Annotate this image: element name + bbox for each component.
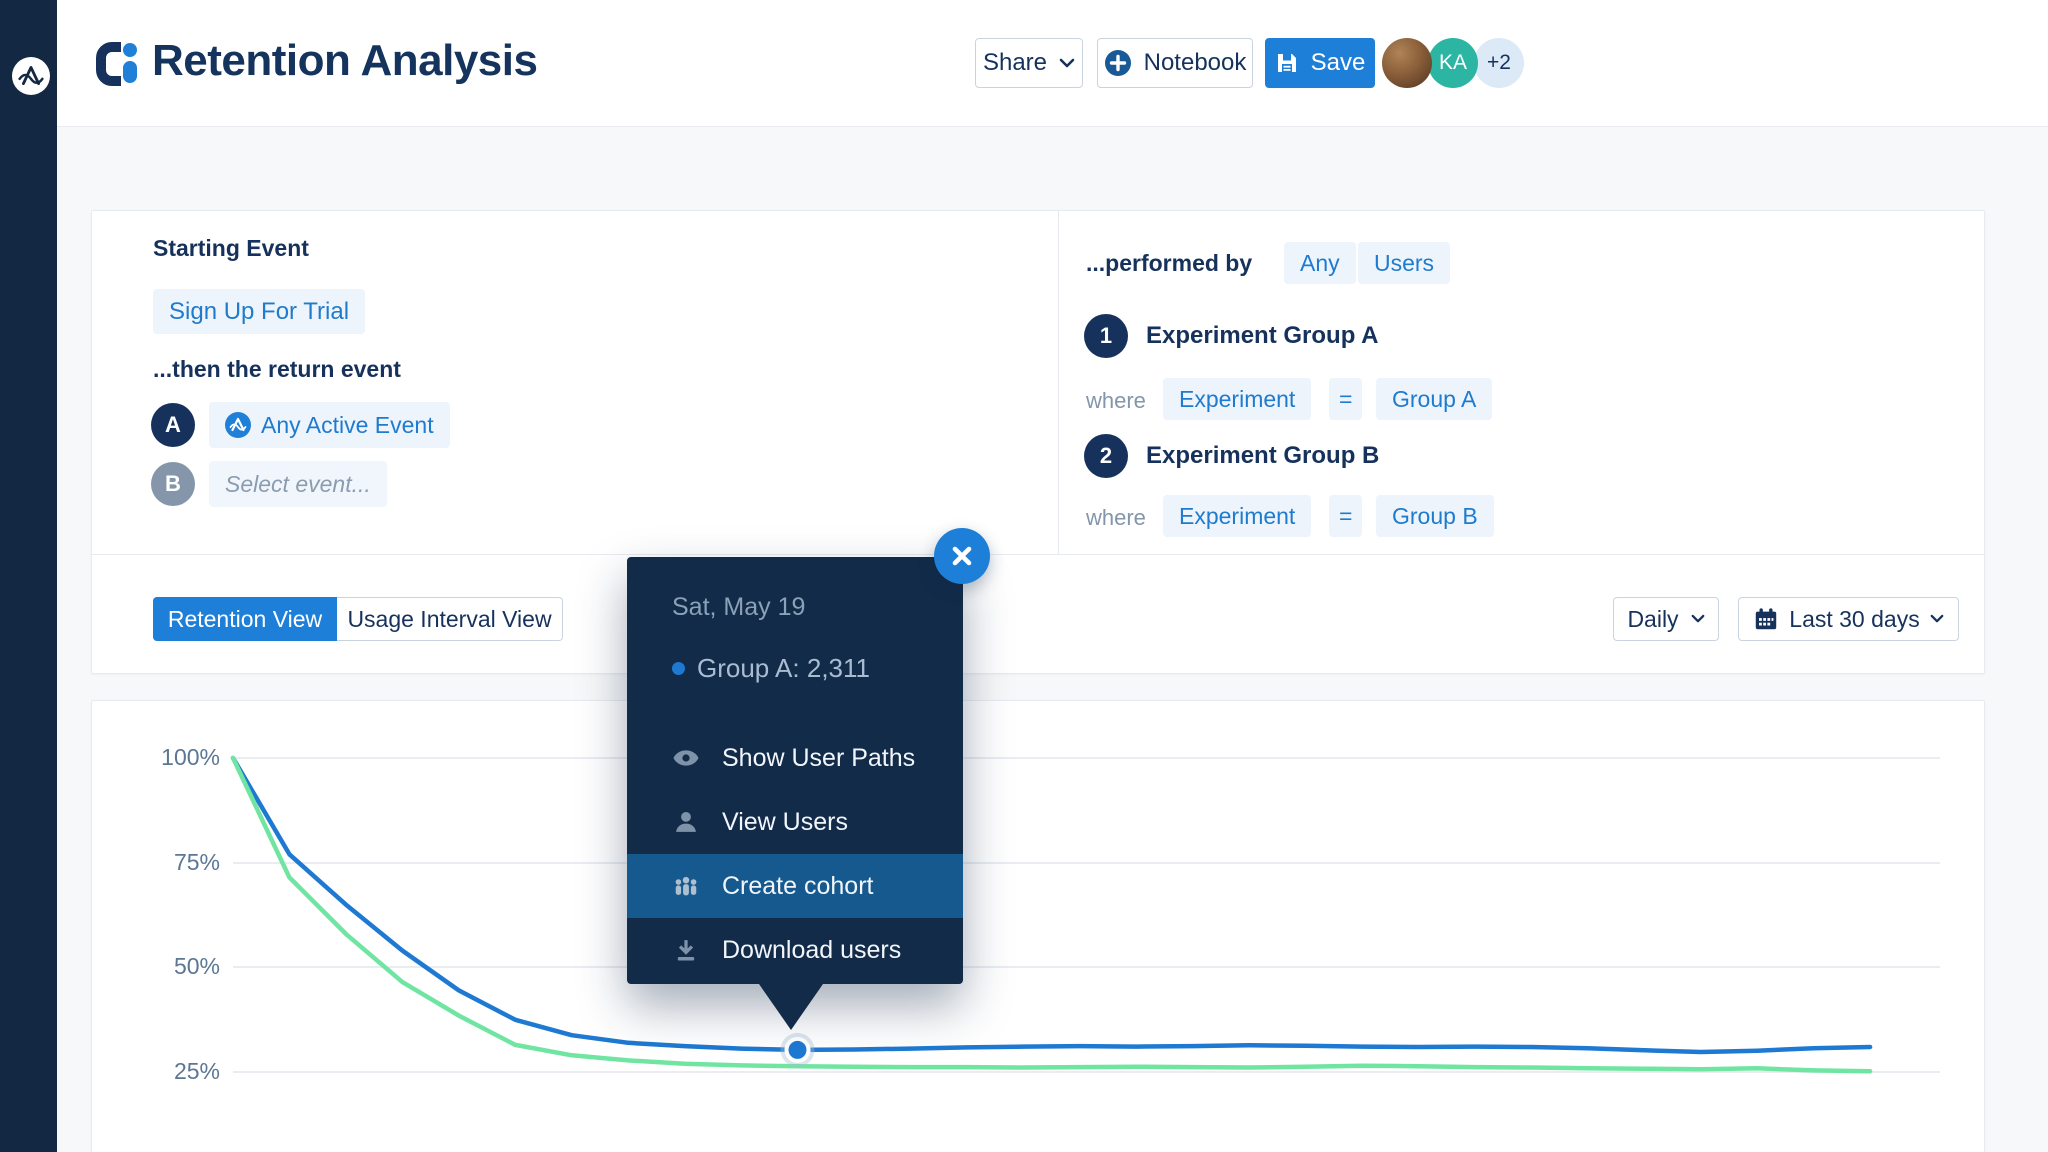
tooltip-date: Sat, May 19	[672, 593, 806, 621]
menu-item-download-users[interactable]: Download users	[627, 918, 963, 982]
starting-event-label: Starting Event	[153, 235, 309, 261]
menu-item-label: View Users	[722, 807, 848, 836]
group-1-name: Experiment Group A	[1146, 322, 1379, 349]
performed-by-users-pill[interactable]: Users	[1358, 242, 1451, 284]
group-1-property-pill[interactable]: Experiment	[1163, 378, 1312, 420]
event-badge-b: B	[151, 462, 195, 506]
calendar-icon	[1753, 606, 1779, 632]
chevron-down-icon	[1691, 614, 1705, 624]
y-tick-100: 100%	[161, 744, 220, 770]
performed-by-label: ...performed by	[1086, 250, 1253, 276]
share-button[interactable]: Share	[975, 38, 1083, 88]
datapoint-tooltip: Sat, May 19 Group A: 2,311 Show User Pat…	[627, 557, 963, 1030]
event-pill-any-active[interactable]: Any Active Event	[209, 402, 450, 448]
group-1-badge: 1	[1084, 314, 1128, 358]
save-button[interactable]: Save	[1265, 38, 1375, 88]
download-icon	[672, 936, 700, 964]
close-icon	[950, 544, 974, 568]
avatar-photo[interactable]	[1382, 38, 1432, 88]
avatar-overflow[interactable]: +2	[1474, 38, 1524, 88]
builder-horizontal-divider	[92, 554, 1984, 555]
tooltip-series-row: Group A: 2,311	[672, 653, 870, 684]
menu-item-create-cohort[interactable]: Create cohort	[627, 854, 963, 918]
starting-event-pill[interactable]: Sign Up For Trial	[153, 289, 366, 334]
group-2-value-pill[interactable]: Group B	[1376, 495, 1494, 537]
group-1-value-pill[interactable]: Group A	[1376, 378, 1493, 420]
save-button-label: Save	[1310, 49, 1366, 76]
query-builder-card: Starting Event Sign Up For Trial ...then…	[91, 210, 1985, 674]
gridline-100	[233, 757, 1940, 759]
eye-icon	[672, 744, 700, 772]
tooltip-close-button[interactable]	[934, 528, 990, 584]
group-2-where-label: where	[1086, 505, 1146, 530]
nav-rail	[0, 0, 57, 1152]
date-range-label: Last 30 days	[1789, 605, 1920, 632]
share-button-label: Share	[982, 49, 1048, 76]
user-icon	[672, 808, 700, 836]
event-pill-label: Any Active Event	[261, 411, 434, 438]
amplitude-logo-icon[interactable]	[12, 57, 50, 95]
retention-chart-icon	[91, 37, 139, 91]
notebook-button[interactable]: Notebook	[1097, 38, 1253, 88]
menu-item-label: Show User Paths	[722, 743, 916, 772]
save-icon	[1275, 51, 1299, 75]
page-title: Retention Analysis	[152, 36, 538, 85]
series-dot-icon	[672, 662, 685, 675]
group-1-where-label: where	[1086, 388, 1146, 413]
group-2-name: Experiment Group B	[1146, 442, 1380, 469]
avatar-initials[interactable]: KA	[1428, 38, 1478, 88]
interval-dropdown-label: Daily	[1627, 605, 1679, 632]
group-2-operator-pill[interactable]: =	[1329, 495, 1363, 537]
chevron-down-icon	[1059, 58, 1075, 69]
return-event-label: ...then the return event	[153, 356, 401, 382]
menu-item-view-users[interactable]: View Users	[627, 790, 963, 854]
interval-dropdown[interactable]: Daily	[1613, 597, 1719, 641]
gridline-50	[233, 966, 1940, 968]
cohort-icon	[672, 872, 700, 900]
tooltip-series-label: Group A:	[697, 653, 800, 683]
date-range-dropdown[interactable]: Last 30 days	[1738, 597, 1959, 641]
amplitude-event-icon	[225, 412, 251, 438]
plus-circle-icon	[1104, 49, 1132, 77]
event-pill-select[interactable]: Select event...	[209, 461, 387, 507]
gridline-25	[233, 1071, 1940, 1073]
performed-by-any-pill[interactable]: Any	[1284, 242, 1356, 284]
tooltip-caret	[759, 984, 823, 1030]
tooltip-series-value: 2,311	[806, 653, 870, 683]
y-tick-25: 25%	[173, 1058, 220, 1084]
notebook-button-label: Notebook	[1143, 49, 1247, 76]
menu-item-show-user-paths[interactable]: Show User Paths	[627, 726, 963, 790]
chevron-down-icon	[1930, 614, 1944, 624]
event-badge-a: A	[151, 403, 195, 447]
toggle-usage-interval-view[interactable]: Usage Interval View	[337, 597, 563, 641]
y-tick-50: 50%	[173, 953, 220, 979]
gridline-75	[233, 862, 1940, 864]
group-1-operator-pill[interactable]: =	[1329, 378, 1363, 420]
menu-item-label: Create cohort	[722, 871, 874, 900]
header-bar: Retention Analysis Share Notebook	[57, 0, 2048, 127]
group-2-badge: 2	[1084, 434, 1128, 478]
group-2-property-pill[interactable]: Experiment	[1163, 495, 1312, 537]
y-tick-75: 75%	[173, 849, 220, 875]
menu-item-label: Download users	[722, 935, 902, 964]
toggle-retention-view[interactable]: Retention View	[153, 597, 337, 641]
builder-vertical-divider	[1058, 211, 1059, 554]
chart-card	[91, 700, 1985, 1152]
